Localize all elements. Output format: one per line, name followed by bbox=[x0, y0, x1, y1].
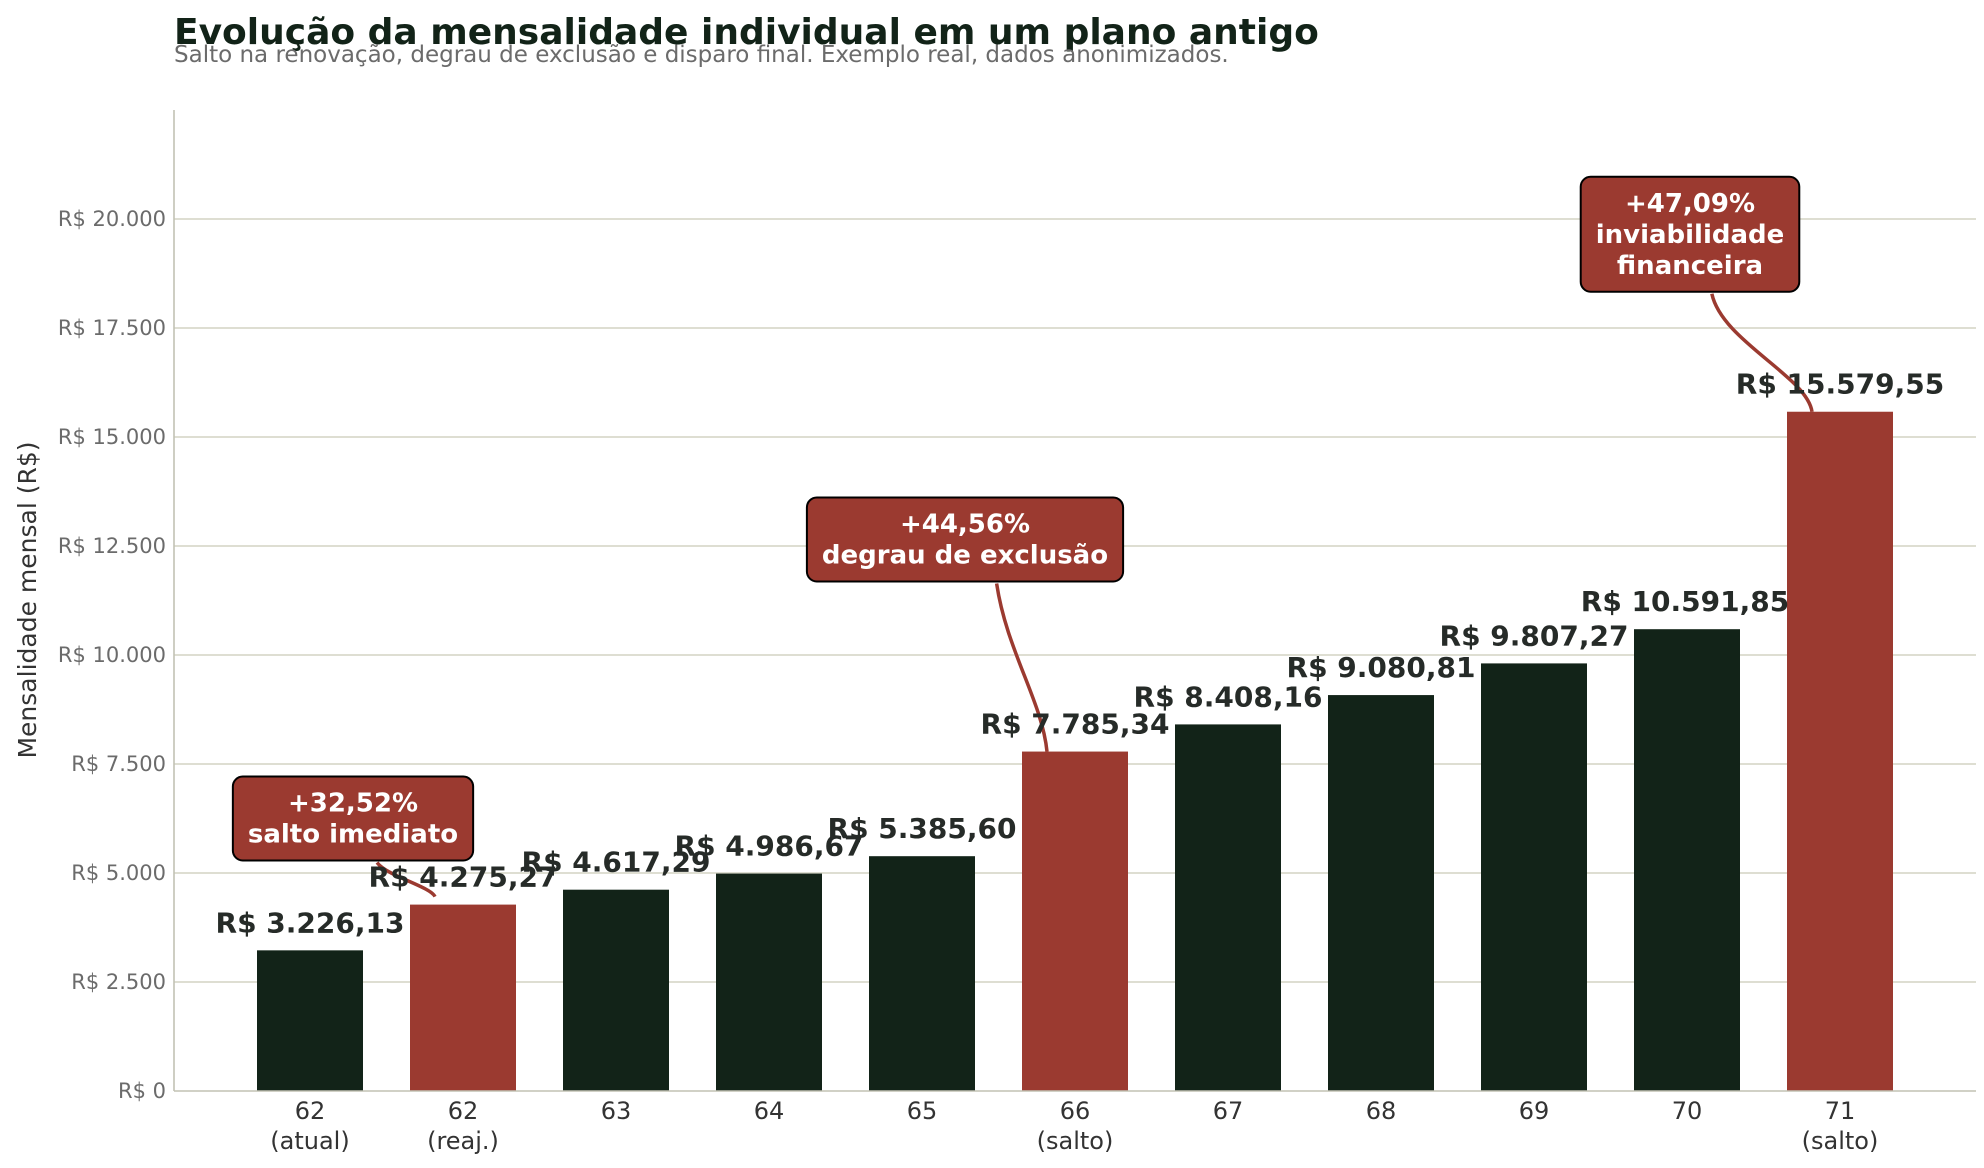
y-tick-label: R$ 7.500 bbox=[71, 752, 166, 776]
x-tick-label: 67 bbox=[1213, 1097, 1244, 1125]
annotation-box bbox=[805, 496, 1125, 583]
axes bbox=[173, 110, 1976, 1092]
bar bbox=[869, 856, 975, 1091]
annotations: +32,52%salto imediato +44,56%degrau de ex… bbox=[231, 175, 1814, 898]
value-label: R$ 10.591,85 bbox=[1581, 585, 1789, 618]
y-tick-label: R$ 0 bbox=[118, 1079, 166, 1103]
bar bbox=[1481, 663, 1587, 1091]
x-tick-label: 63 bbox=[601, 1097, 632, 1125]
x-tick-label: 70 bbox=[1672, 1097, 1703, 1125]
value-label: R$ 9.807,27 bbox=[1440, 619, 1629, 652]
annotation-text: +32,52% bbox=[288, 789, 418, 819]
annotation-box bbox=[231, 775, 475, 862]
bar bbox=[716, 873, 822, 1091]
annotation-text: +44,56% bbox=[900, 509, 1030, 539]
value-label: R$ 15.579,55 bbox=[1736, 368, 1944, 401]
value-label: R$ 3.226,13 bbox=[216, 906, 405, 939]
value-label: R$ 9.080,81 bbox=[1287, 651, 1476, 684]
x-tick-label: 62 bbox=[448, 1097, 479, 1125]
annotation-box bbox=[1579, 175, 1801, 293]
x-tick-label: 68 bbox=[1366, 1097, 1397, 1125]
y-tick-label: R$ 20.000 bbox=[58, 207, 166, 231]
y-tick-label: R$ 12.500 bbox=[58, 534, 166, 558]
y-tick-label: R$ 15.000 bbox=[58, 425, 166, 449]
bar bbox=[1022, 751, 1128, 1091]
bar bbox=[1175, 724, 1281, 1091]
bar bbox=[1634, 629, 1740, 1091]
y-axis-label: Mensalidade mensal (R$) bbox=[13, 441, 42, 758]
x-tick-label: 64 bbox=[754, 1097, 785, 1125]
x-tick-label: (atual) bbox=[270, 1127, 349, 1155]
annotation-connector bbox=[994, 583, 1049, 752]
annotation-text: inviabilidade bbox=[1596, 220, 1785, 250]
value-label: R$ 4.986,67 bbox=[675, 830, 864, 863]
x-tick-labels: 62(atual)62(reaj.)63 64 65 66(salto)67 68 69 7… bbox=[270, 1097, 1878, 1155]
value-label: R$ 8.408,16 bbox=[1134, 680, 1323, 713]
value-label: R$ 4.275,27 bbox=[369, 861, 558, 894]
x-tick-label: 71 bbox=[1825, 1097, 1856, 1125]
bar bbox=[410, 904, 516, 1091]
annotation-text: degrau de exclusão bbox=[822, 540, 1108, 570]
annotation-connector bbox=[375, 861, 437, 898]
annotation-text: +47,09% bbox=[1625, 189, 1755, 219]
chart-subtitle: Salto na renovação, degrau de exclusão e… bbox=[174, 42, 1229, 68]
bar bbox=[1787, 411, 1893, 1091]
y-tick-labels: R$ 0 R$ 2.500 R$ 5.000 R$ 7.500 R$ 10.000 R$ … bbox=[58, 207, 166, 1103]
annotation-connector bbox=[1710, 293, 1814, 413]
x-tick-label: 62 bbox=[295, 1097, 326, 1125]
bar bbox=[257, 950, 363, 1091]
x-tick-label: 69 bbox=[1519, 1097, 1550, 1125]
value-label: R$ 7.785,34 bbox=[981, 708, 1170, 741]
value-labels: R$ 3.226,13 R$ 4.275,27R$ 4.617,29R$ 4.98… bbox=[216, 368, 1945, 940]
y-tick-label: R$ 17.500 bbox=[58, 316, 166, 340]
x-tick-label: (salto) bbox=[1037, 1127, 1114, 1155]
y-tick-label: R$ 5.000 bbox=[71, 861, 166, 885]
x-tick-label: (salto) bbox=[1802, 1127, 1879, 1155]
value-label: R$ 5.385,60 bbox=[828, 812, 1017, 845]
chart-title: Evolução da mensalidade individual em um… bbox=[174, 12, 1319, 53]
x-tick-label: 65 bbox=[907, 1097, 938, 1125]
bars bbox=[257, 411, 1893, 1091]
bar bbox=[1328, 695, 1434, 1091]
y-tick-label: R$ 10.000 bbox=[58, 643, 166, 667]
value-label: R$ 4.617,29 bbox=[522, 846, 711, 879]
x-tick-label: 66 bbox=[1060, 1097, 1091, 1125]
bar bbox=[563, 889, 669, 1091]
y-tick-label: R$ 2.500 bbox=[71, 970, 166, 994]
annotation-text: financeira bbox=[1617, 251, 1763, 281]
annotation-text: salto imediato bbox=[248, 820, 458, 850]
x-tick-label: (reaj.) bbox=[427, 1127, 499, 1155]
